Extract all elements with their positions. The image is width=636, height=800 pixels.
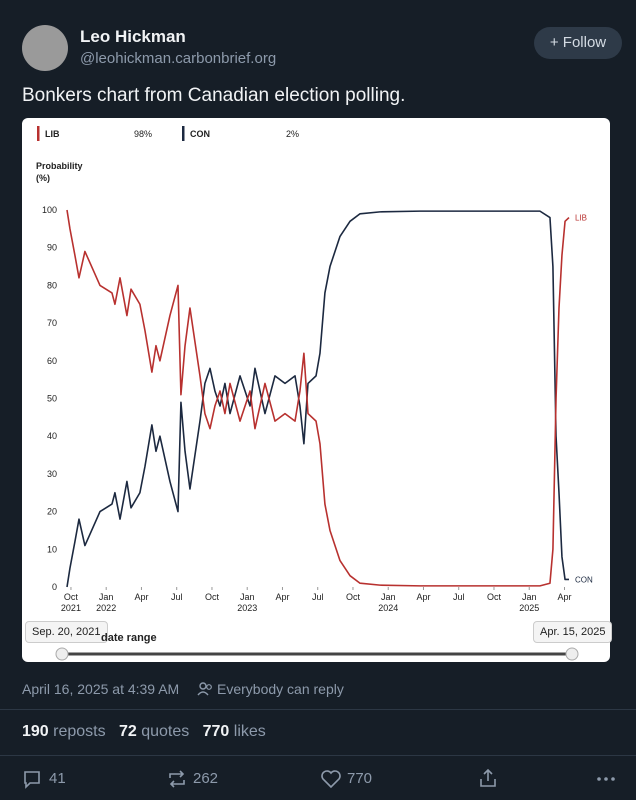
reply-count[interactable]: 41 <box>49 770 66 787</box>
divider <box>0 755 636 756</box>
legend-label: LIB <box>45 129 60 139</box>
legend-value: 2% <box>286 129 299 139</box>
y-tick-label: 50 <box>47 394 57 404</box>
y-tick-label: 10 <box>47 544 57 554</box>
author-name[interactable]: Leo Hickman <box>80 27 186 46</box>
y-tick-label: 80 <box>47 280 57 290</box>
like-icon[interactable] <box>320 769 342 789</box>
slider-handle <box>565 647 579 661</box>
y-tick-label: 90 <box>47 243 57 253</box>
like-count[interactable]: 770 <box>347 770 373 787</box>
line-end-label: CON <box>575 575 593 584</box>
series-line <box>66 209 570 587</box>
more-icon[interactable] <box>596 772 616 786</box>
y-tick-label: 0 <box>52 582 57 592</box>
stat-count[interactable]: 72 <box>118 723 137 740</box>
legend-swatch <box>182 126 185 141</box>
y-tick-label: 60 <box>47 356 57 366</box>
y-tick-label: 100 <box>42 205 57 215</box>
y-tick-label: 20 <box>47 507 57 517</box>
divider <box>0 709 636 710</box>
author-handle[interactable]: @leohickman.carbonbrief.org <box>80 50 277 67</box>
repost-count[interactable]: 262 <box>193 770 219 787</box>
stat-count[interactable]: 770 <box>202 723 230 740</box>
stats: 190 reposts 72 quotes 770 likes <box>22 723 266 741</box>
series-line <box>66 210 569 588</box>
post-text: Bonkers chart from Canadian election pol… <box>22 85 406 106</box>
legend-value: 98% <box>134 129 152 139</box>
avatar[interactable] <box>22 25 68 71</box>
slider-handle <box>55 647 69 661</box>
y-tick-label: 30 <box>47 469 57 479</box>
stat-label[interactable]: quotes <box>141 723 190 740</box>
legend-label: CON <box>190 129 210 139</box>
follow-button[interactable]: + Follow <box>534 27 622 59</box>
reply-icon[interactable] <box>22 769 42 789</box>
people-icon <box>197 682 212 696</box>
repost-icon[interactable] <box>166 769 188 789</box>
stat-label[interactable]: reposts <box>53 723 106 740</box>
y-tick-label: 40 <box>47 431 57 441</box>
reply-setting[interactable]: Everybody can reply <box>217 681 344 697</box>
share-icon[interactable] <box>478 767 498 789</box>
stat-count[interactable]: 190 <box>22 723 49 740</box>
legend-swatch <box>37 126 40 141</box>
chart-image[interactable] <box>22 118 610 662</box>
line-end-label: LIB <box>575 214 587 223</box>
follow-label[interactable]: Follow <box>562 34 607 51</box>
timestamp: April 16, 2025 at 4:39 AM <box>22 681 180 697</box>
y-tick-label: 70 <box>47 318 57 328</box>
stat-label[interactable]: likes <box>233 723 266 740</box>
